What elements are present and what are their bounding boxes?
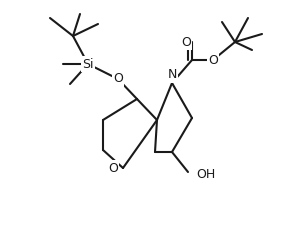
Text: Si: Si xyxy=(82,58,94,70)
Text: O: O xyxy=(108,162,118,174)
Text: O: O xyxy=(208,54,218,66)
Text: O: O xyxy=(181,35,191,49)
Text: O: O xyxy=(113,73,123,85)
Text: N: N xyxy=(167,69,177,81)
Text: OH: OH xyxy=(196,169,215,182)
